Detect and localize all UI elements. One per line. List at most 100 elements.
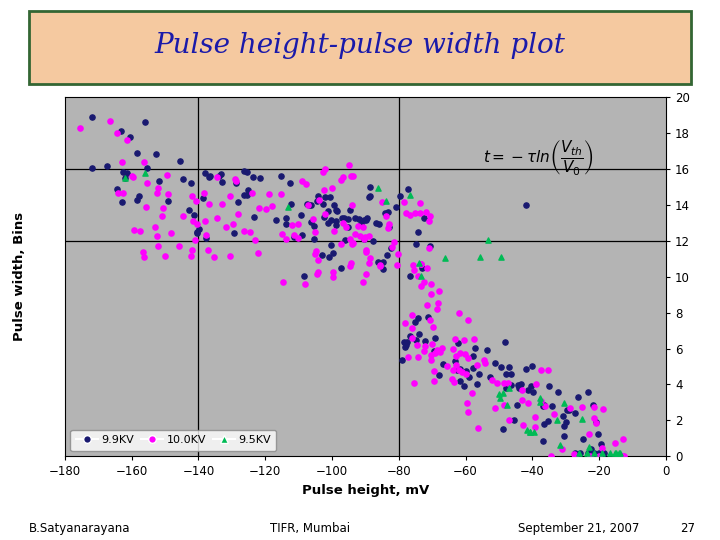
Point — [361, 215, 372, 224]
Point — [264, 190, 275, 199]
Point — [449, 357, 461, 366]
Point — [418, 278, 429, 286]
Point — [289, 233, 300, 241]
Point — [572, 393, 584, 402]
Point — [447, 366, 459, 375]
Point — [242, 186, 253, 194]
Point — [490, 403, 501, 412]
Point — [542, 366, 554, 374]
Point — [537, 402, 549, 410]
Point — [498, 401, 510, 410]
Point — [404, 191, 415, 199]
Point — [192, 219, 203, 228]
Point — [166, 228, 177, 237]
Point — [186, 252, 197, 261]
Point — [156, 212, 168, 220]
Point — [325, 241, 337, 249]
Point — [472, 424, 484, 433]
Point — [111, 129, 122, 138]
Point — [500, 369, 511, 378]
Point — [612, 452, 624, 461]
Point — [424, 316, 436, 325]
Point — [473, 369, 485, 378]
Point — [423, 244, 435, 253]
Point — [411, 340, 423, 349]
Point — [364, 253, 375, 262]
Point — [370, 219, 382, 227]
Point — [359, 215, 370, 224]
Point — [522, 386, 534, 394]
Text: September 21, 2007: September 21, 2007 — [518, 522, 640, 535]
Point — [563, 406, 575, 414]
Point — [416, 264, 428, 273]
Point — [328, 200, 340, 209]
Point — [337, 214, 348, 222]
Point — [451, 361, 462, 369]
Point — [486, 375, 498, 384]
Point — [364, 183, 376, 191]
Point — [501, 382, 513, 391]
Point — [539, 401, 550, 409]
Point — [300, 179, 312, 188]
Text: TIFR, Mumbai: TIFR, Mumbai — [269, 522, 350, 535]
Point — [248, 172, 259, 181]
Point — [554, 441, 566, 449]
Point — [406, 310, 418, 319]
Point — [528, 428, 540, 437]
Point — [430, 334, 441, 342]
Point — [401, 338, 413, 346]
Point — [304, 201, 315, 210]
Point — [459, 382, 470, 390]
Point — [353, 221, 364, 230]
Point — [471, 360, 482, 369]
Point — [354, 231, 366, 240]
Point — [431, 305, 443, 314]
Point — [215, 170, 227, 178]
Point — [307, 214, 318, 223]
Point — [405, 272, 416, 280]
Point — [593, 452, 605, 461]
Point — [117, 188, 129, 197]
Point — [427, 340, 438, 348]
Point — [338, 219, 349, 227]
Point — [516, 386, 528, 395]
Point — [539, 402, 551, 410]
Point — [545, 452, 557, 461]
Point — [404, 211, 415, 220]
Point — [495, 393, 506, 402]
Point — [406, 334, 418, 342]
Point — [420, 207, 432, 216]
Point — [163, 197, 174, 206]
Point — [505, 369, 516, 378]
Point — [463, 373, 474, 382]
Point — [460, 369, 472, 378]
Point — [228, 229, 239, 238]
Point — [520, 200, 531, 209]
Point — [422, 313, 433, 322]
Point — [284, 179, 296, 187]
Point — [379, 208, 390, 217]
Point — [474, 252, 485, 261]
Point — [401, 209, 413, 218]
Point — [204, 173, 215, 181]
Point — [336, 264, 347, 272]
Point — [201, 231, 212, 240]
Point — [319, 165, 330, 173]
Point — [331, 207, 343, 215]
Point — [318, 213, 329, 221]
Point — [198, 188, 210, 197]
Point — [377, 265, 389, 274]
Point — [471, 380, 482, 388]
Point — [446, 375, 458, 383]
Point — [138, 253, 150, 261]
Point — [374, 220, 385, 229]
Point — [238, 226, 250, 235]
Text: 27: 27 — [680, 522, 695, 535]
Point — [552, 388, 564, 396]
Point — [454, 366, 465, 374]
Point — [377, 258, 389, 267]
Point — [582, 448, 594, 457]
Point — [609, 439, 621, 448]
Point — [116, 158, 127, 166]
Point — [134, 226, 145, 235]
